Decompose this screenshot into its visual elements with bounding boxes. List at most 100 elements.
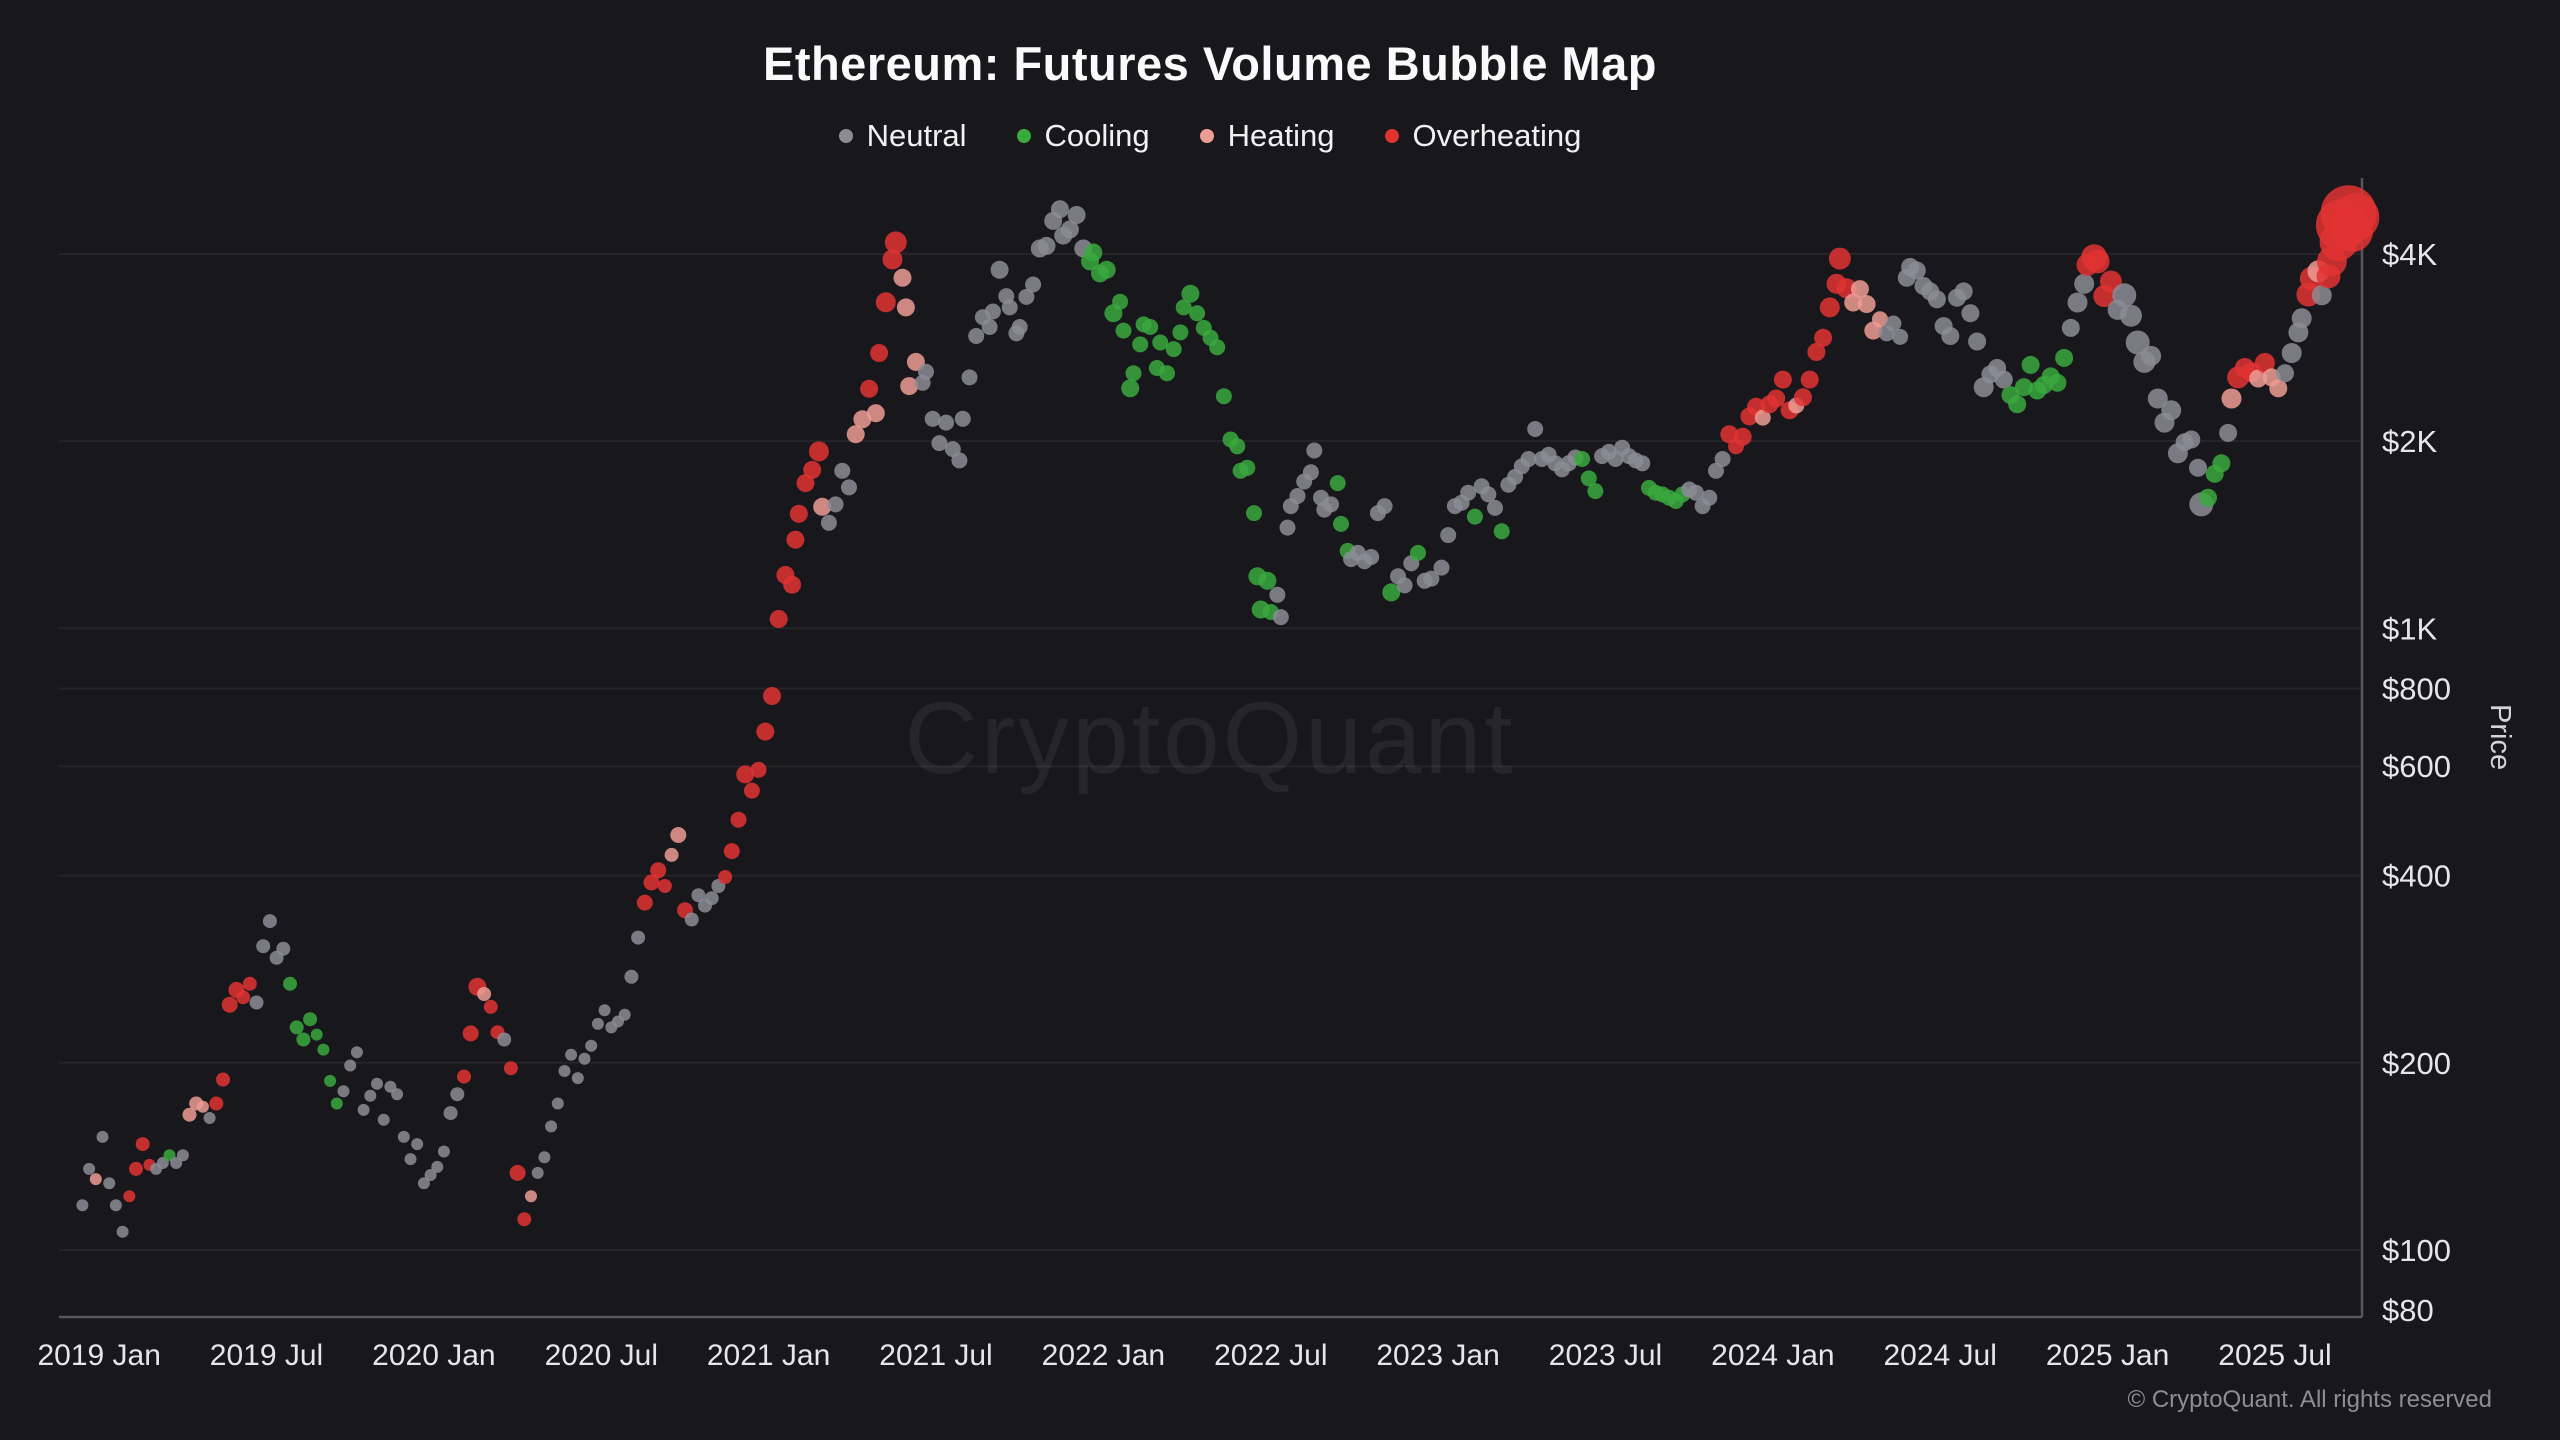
bubble[interactable] bbox=[509, 1164, 526, 1181]
bubble[interactable] bbox=[2008, 395, 2027, 414]
bubble[interactable] bbox=[1025, 276, 1042, 293]
bubble[interactable] bbox=[636, 894, 653, 911]
bubble[interactable] bbox=[2331, 193, 2380, 242]
bubble[interactable] bbox=[924, 410, 941, 427]
bubble[interactable] bbox=[256, 939, 271, 954]
bubble[interactable] bbox=[951, 452, 968, 469]
bubble[interactable] bbox=[624, 969, 639, 984]
bubble[interactable] bbox=[116, 1225, 129, 1238]
bubble[interactable] bbox=[571, 1072, 584, 1085]
bubble[interactable] bbox=[242, 976, 257, 991]
bubble[interactable] bbox=[578, 1052, 591, 1065]
bubble[interactable] bbox=[1289, 488, 1306, 504]
bubble[interactable] bbox=[1800, 370, 1819, 389]
bubble[interactable] bbox=[2281, 343, 2302, 363]
bubble[interactable] bbox=[404, 1153, 417, 1166]
bubble[interactable] bbox=[1961, 304, 1980, 323]
bubble[interactable] bbox=[2085, 249, 2110, 274]
bubble[interactable] bbox=[324, 1074, 337, 1087]
bubble[interactable] bbox=[1767, 389, 1786, 408]
bubble[interactable] bbox=[900, 377, 919, 396]
bubble[interactable] bbox=[853, 410, 872, 429]
bubble[interactable] bbox=[1410, 544, 1426, 561]
bubble[interactable] bbox=[1279, 519, 1296, 536]
bubble[interactable] bbox=[893, 268, 912, 287]
bubble[interactable] bbox=[981, 319, 998, 335]
bubble[interactable] bbox=[954, 410, 971, 427]
bubble[interactable] bbox=[1152, 334, 1169, 351]
bubble[interactable] bbox=[2048, 373, 2067, 392]
bubble[interactable] bbox=[803, 460, 822, 479]
bubble[interactable] bbox=[2074, 273, 2095, 294]
bubble[interactable] bbox=[1060, 220, 1079, 239]
bubble[interactable] bbox=[565, 1048, 578, 1061]
bubble[interactable] bbox=[283, 976, 297, 991]
bubble[interactable] bbox=[129, 1161, 143, 1176]
bubble[interactable] bbox=[1460, 484, 1477, 501]
bubble[interactable] bbox=[2120, 304, 2142, 327]
bubble[interactable] bbox=[2254, 352, 2275, 373]
bubble[interactable] bbox=[841, 479, 857, 496]
bubble[interactable] bbox=[1269, 586, 1286, 603]
bubble[interactable] bbox=[2182, 430, 2201, 449]
bubble[interactable] bbox=[808, 441, 829, 462]
bubble[interactable] bbox=[1819, 297, 1840, 318]
bubble[interactable] bbox=[2219, 423, 2238, 442]
bubble[interactable] bbox=[1165, 341, 1182, 358]
bubble[interactable] bbox=[344, 1059, 357, 1072]
bubble[interactable] bbox=[1733, 427, 1752, 446]
bubble[interactable] bbox=[89, 1173, 102, 1186]
bubble[interactable] bbox=[813, 497, 832, 516]
bubble[interactable] bbox=[1807, 343, 1826, 361]
bubble[interactable] bbox=[1037, 236, 1056, 255]
bubble[interactable] bbox=[525, 1190, 537, 1203]
bubble[interactable] bbox=[1209, 339, 1226, 356]
bubble[interactable] bbox=[1968, 332, 1987, 351]
bubble[interactable] bbox=[884, 231, 907, 254]
bubble[interactable] bbox=[1001, 299, 1018, 316]
bubble[interactable] bbox=[1306, 442, 1323, 459]
bubble[interactable] bbox=[424, 1169, 437, 1181]
bubble[interactable] bbox=[531, 1166, 544, 1179]
bubble[interactable] bbox=[163, 1149, 176, 1162]
bubble[interactable] bbox=[2221, 388, 2242, 409]
bubble[interactable] bbox=[1189, 305, 1206, 322]
bubble[interactable] bbox=[411, 1138, 424, 1151]
bubble[interactable] bbox=[1272, 609, 1289, 626]
bubble[interactable] bbox=[371, 1077, 383, 1090]
bubble[interactable] bbox=[176, 1149, 189, 1162]
bubble[interactable] bbox=[303, 1012, 318, 1027]
bubble[interactable] bbox=[209, 1096, 224, 1111]
bubble[interactable] bbox=[377, 1113, 390, 1126]
bubble[interactable] bbox=[1850, 280, 1869, 299]
bubble[interactable] bbox=[123, 1190, 136, 1203]
bubble[interactable] bbox=[1115, 322, 1132, 339]
bubble[interactable] bbox=[1229, 438, 1246, 455]
bubble[interactable] bbox=[1363, 549, 1380, 565]
bubble[interactable] bbox=[896, 298, 915, 317]
bubble[interactable] bbox=[1687, 484, 1704, 501]
bubble[interactable] bbox=[330, 1097, 343, 1110]
bubble[interactable] bbox=[1258, 571, 1277, 590]
bubble[interactable] bbox=[783, 575, 802, 594]
bubble[interactable] bbox=[1487, 499, 1503, 516]
bubble[interactable] bbox=[2311, 285, 2332, 306]
bubble[interactable] bbox=[417, 1177, 430, 1190]
bubble[interactable] bbox=[1302, 464, 1319, 481]
bubble[interactable] bbox=[551, 1097, 564, 1110]
bubble[interactable] bbox=[827, 496, 844, 513]
bubble[interactable] bbox=[1941, 327, 1960, 345]
bubble[interactable] bbox=[1097, 260, 1116, 279]
bubble[interactable] bbox=[397, 1130, 410, 1143]
bubble[interactable] bbox=[437, 1145, 450, 1158]
bubble[interactable] bbox=[1175, 299, 1192, 316]
bubble[interactable] bbox=[156, 1157, 169, 1169]
bubble[interactable] bbox=[756, 722, 775, 741]
bubble[interactable] bbox=[1246, 505, 1262, 522]
bubble[interactable] bbox=[1520, 451, 1537, 467]
bubble[interactable] bbox=[860, 379, 879, 398]
bubble[interactable] bbox=[1708, 462, 1724, 479]
bubble[interactable] bbox=[1927, 290, 1946, 309]
bubble[interactable] bbox=[2199, 488, 2217, 507]
